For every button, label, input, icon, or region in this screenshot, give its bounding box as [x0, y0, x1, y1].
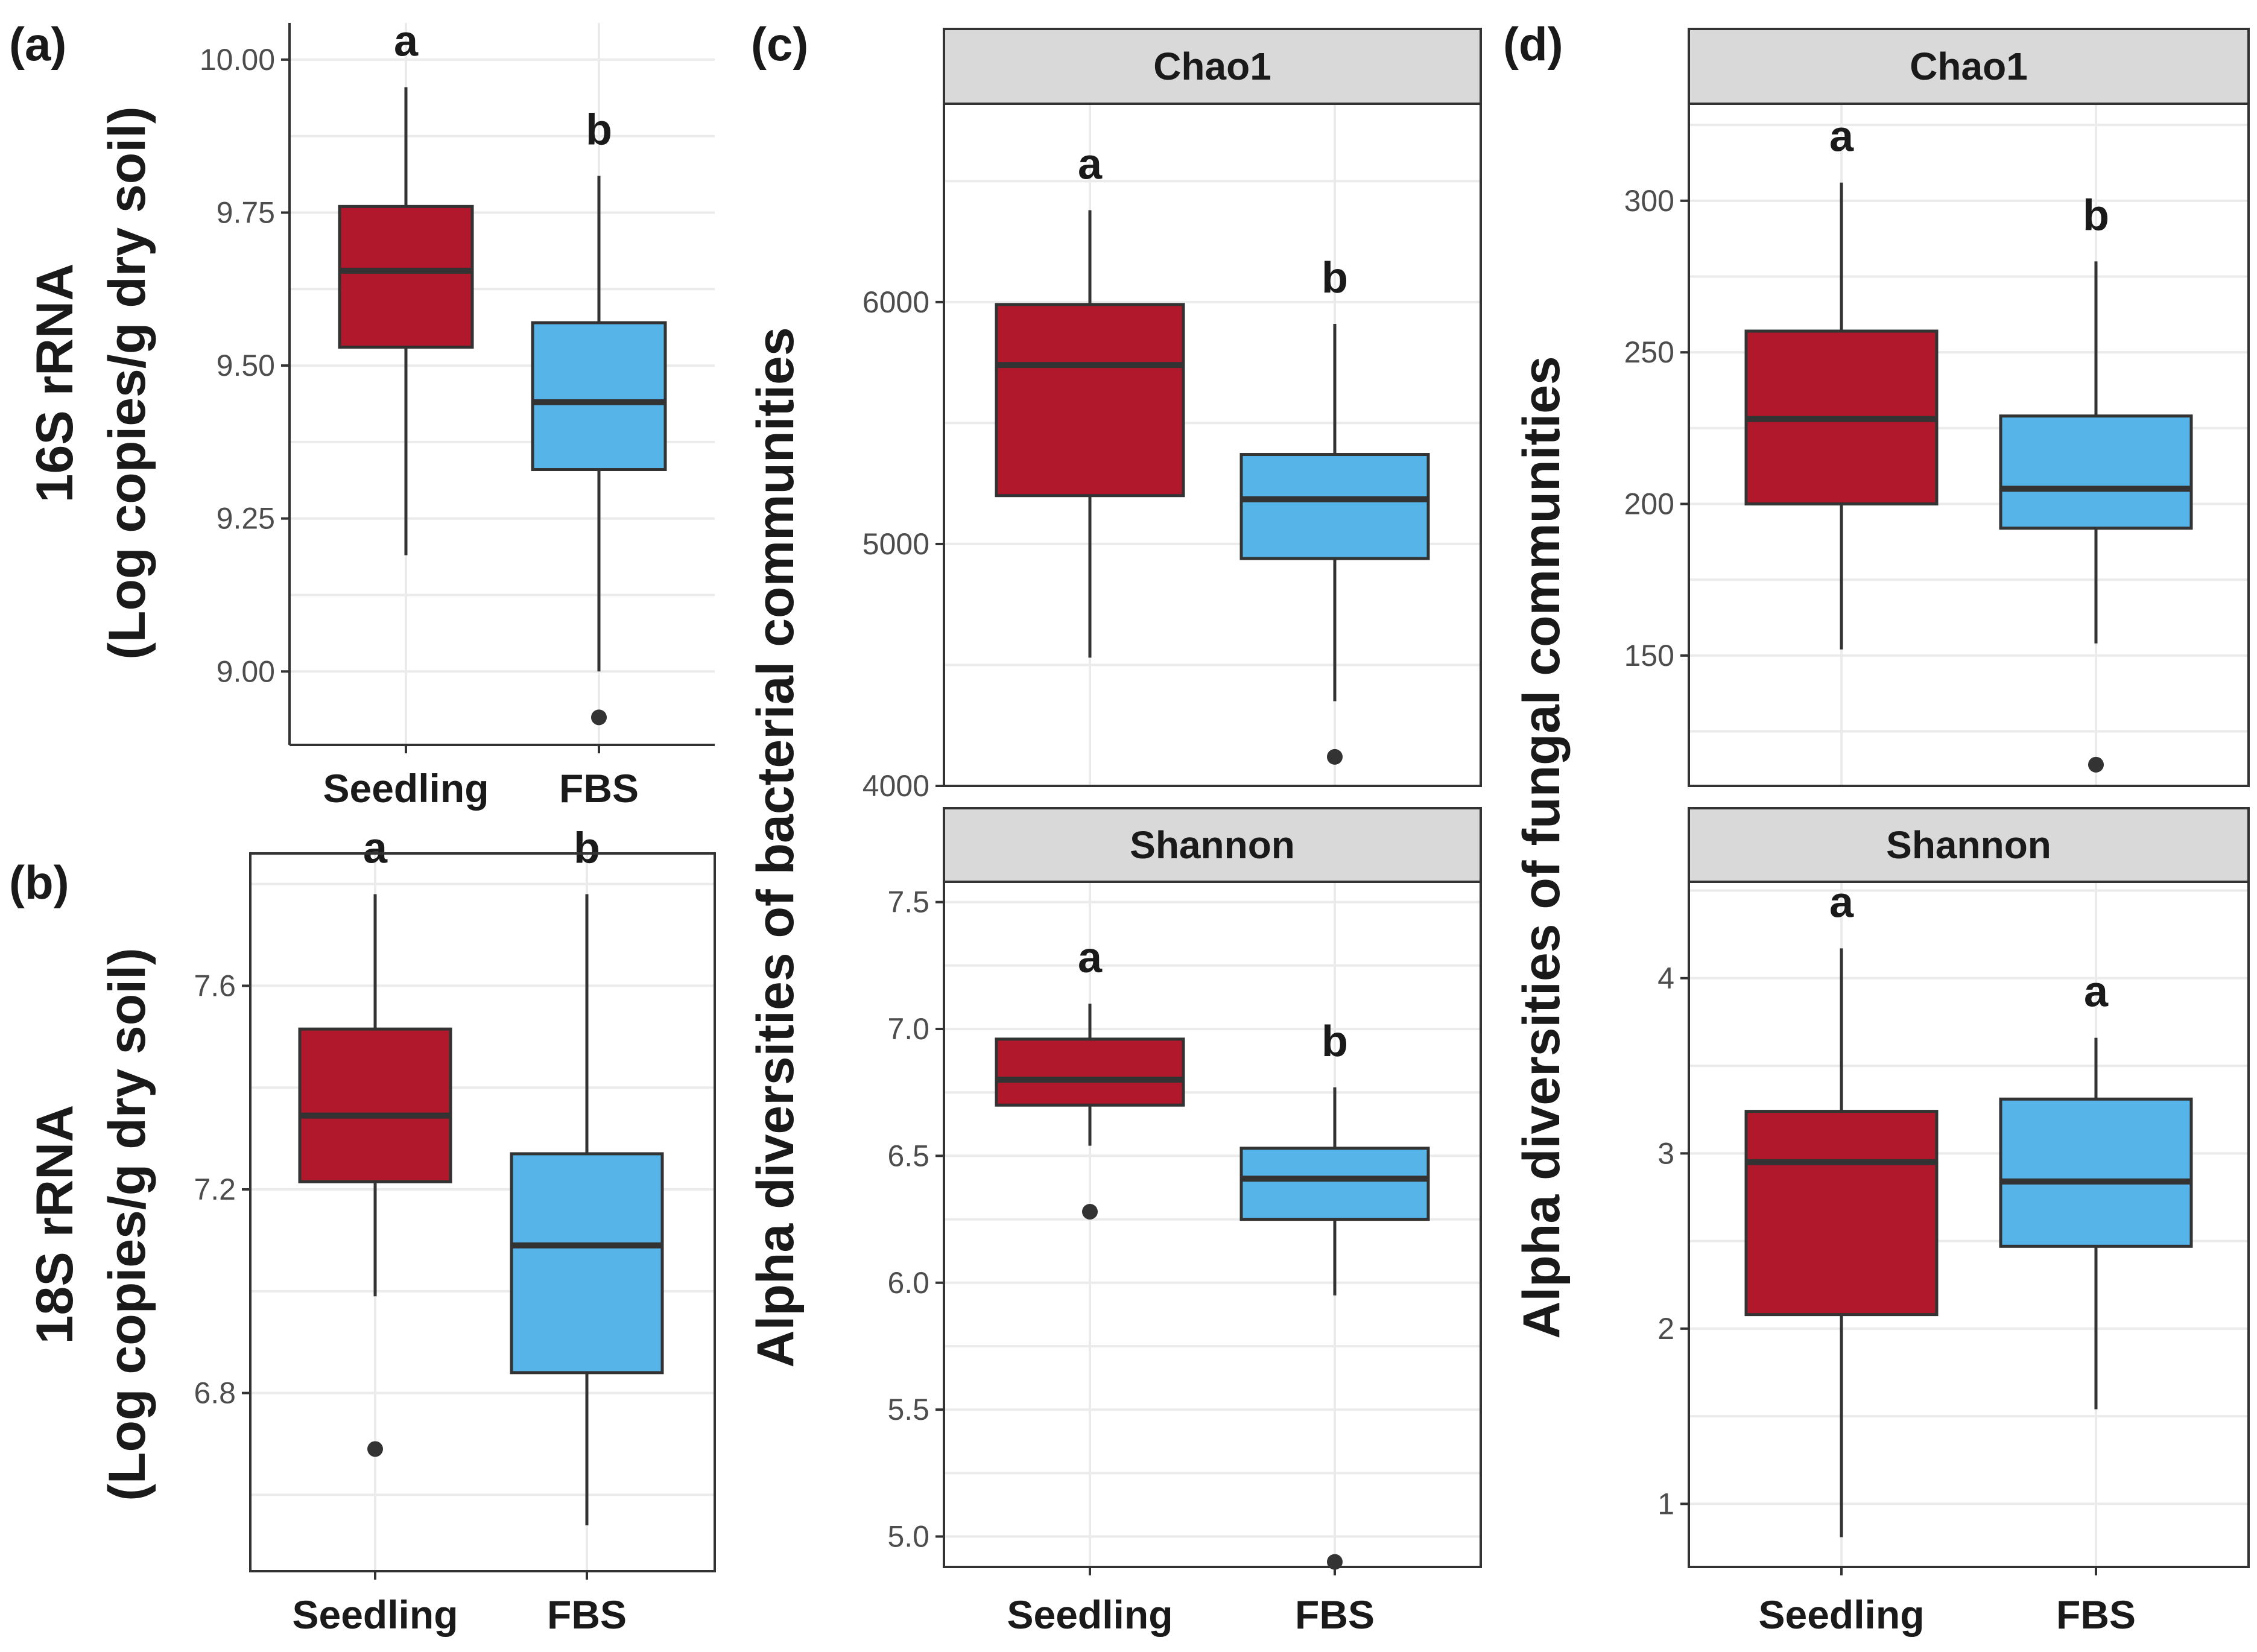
panel-border-d-shannon	[1688, 881, 2250, 1568]
panel-d-chao1: Chao1 150 200 250 300 a b	[1624, 28, 2250, 787]
outlier-point	[367, 1441, 383, 1457]
significance-letter-Seedling: a	[1078, 934, 1103, 982]
significance-letter-FBS: b	[574, 824, 600, 873]
ytick-label-d-shannon: 4	[1657, 961, 1674, 995]
ytick-label-d-shannon: 2	[1657, 1312, 1674, 1346]
ytick-label-b: 7.2	[194, 1173, 236, 1206]
outlier-point	[1082, 1203, 1098, 1220]
panel-b: 6.8 7.2 7.6 a Seedling b FBS	[194, 824, 716, 1637]
outlier-point	[591, 709, 607, 726]
strip-label-d-shannon: Shannon	[1886, 823, 2051, 867]
ylabel-b-line2: (Log copies/g dry soil)	[98, 948, 156, 1501]
ytick-label-c-shannon: 5.5	[887, 1393, 929, 1426]
outlier-point	[2088, 756, 2104, 773]
category-label-FBS: FBS	[547, 1592, 627, 1637]
panel-border-b	[249, 852, 716, 1572]
ytick-label-c-chao1: 6000	[863, 285, 929, 319]
ytick-label-c-shannon: 7.5	[887, 885, 929, 919]
significance-letter-FBS: a	[2084, 968, 2109, 1016]
ytick-label-d-shannon: 1	[1657, 1487, 1674, 1521]
ytick-label-c-shannon: 7.0	[887, 1012, 929, 1046]
category-label-FBS: FBS	[1295, 1592, 1375, 1637]
ytick-label-b: 6.8	[194, 1376, 236, 1410]
ytick-label-a: 10.00	[200, 43, 275, 77]
strip-d-shannon	[1688, 807, 2250, 883]
category-label-Seedling: Seedling	[1007, 1592, 1173, 1637]
ytick-label-c-chao1: 4000	[863, 769, 929, 803]
panel-label-a: (a)	[9, 17, 66, 71]
strip-c-chao1	[943, 28, 1482, 105]
ylabel-b-line1: 18S rRNA	[26, 1105, 84, 1344]
ytick-label-a: 9.75	[217, 195, 275, 229]
ylabel-a-line2: (Log copies/g dry soil)	[98, 106, 156, 659]
category-label-Seedling: Seedling	[292, 1592, 458, 1637]
ytick-label-d-chao1: 200	[1624, 487, 1674, 521]
strip-d-chao1	[1688, 28, 2250, 105]
box-Seedling	[995, 1037, 1185, 1107]
significance-letter-FBS: b	[586, 106, 612, 154]
box-FBS	[1999, 414, 2193, 530]
box-FBS	[1999, 1097, 2193, 1248]
box-Seedling	[338, 204, 474, 349]
ytick-label-d-chao1: 250	[1624, 335, 1674, 369]
significance-letter-Seedling: a	[394, 17, 419, 66]
box-FBS	[1239, 453, 1430, 560]
ytick-label-d-chao1: 300	[1624, 184, 1674, 218]
panel-border-c-shannon	[943, 881, 1482, 1568]
ylabel-a-line1: 16S rRNA	[26, 264, 84, 503]
panel-border-d-chao1	[1688, 103, 2250, 787]
ytick-label-a: 9.50	[217, 349, 275, 382]
ytick-label-c-shannon: 6.5	[887, 1139, 929, 1173]
box-Seedling	[995, 303, 1185, 498]
ytick-label-d-shannon: 3	[1657, 1136, 1674, 1170]
ytick-label-b: 7.6	[194, 969, 236, 1002]
outlier-point	[1327, 748, 1343, 765]
category-label-FBS: FBS	[559, 766, 639, 811]
ytick-label-d-chao1: 150	[1624, 639, 1674, 673]
panel-c-shannon: Shannon 5.0 5.5 6.0 6.5 7.0 7.5 a Seedling b FBS	[887, 807, 1482, 1637]
panel-d-shannon: Shannon 1 2 3 4 a Seedling a FBS	[1657, 807, 2250, 1637]
box-Seedling	[1744, 1110, 1939, 1317]
strip-label-c-chao1: Chao1	[1153, 45, 1271, 88]
significance-letter-Seedling: a	[363, 824, 388, 873]
panel-label-b: (b)	[9, 856, 69, 909]
strip-label-d-chao1: Chao1	[1910, 45, 2028, 88]
significance-letter-FBS: b	[1322, 254, 1348, 302]
ytick-label-c-shannon: 5.0	[887, 1520, 929, 1554]
ytick-label-c-chao1: 5000	[863, 527, 929, 561]
significance-letter-FBS: b	[2083, 191, 2109, 239]
strip-label-c-shannon: Shannon	[1130, 823, 1295, 867]
ytick-label-a: 9.25	[217, 502, 275, 536]
panel-label-d: (d)	[1503, 17, 1563, 71]
ylabel-c: Alpha diversities of bacterial communiti…	[747, 327, 805, 1367]
panel-label-c: (c)	[751, 17, 808, 71]
significance-letter-FBS: b	[1322, 1017, 1348, 1066]
significance-letter-Seedling: a	[1829, 113, 1854, 161]
box-FBS	[510, 1152, 664, 1375]
category-label-FBS: FBS	[2056, 1592, 2136, 1637]
significance-letter-Seedling: a	[1829, 878, 1854, 926]
ytick-label-a: 9.00	[217, 654, 275, 688]
significance-letter-Seedling: a	[1078, 140, 1103, 188]
strip-c-shannon	[943, 807, 1482, 883]
panel-c-chao1: Chao1 4000 5000 6000 a b	[863, 28, 1482, 803]
panel-a: 9.00 9.25 9.50 9.75 10.00 a Seedling b FBS	[200, 17, 715, 811]
panel-border-c-chao1	[943, 103, 1482, 787]
category-label-Seedling: Seedling	[323, 766, 489, 811]
ytick-label-c-shannon: 6.0	[887, 1266, 929, 1300]
box-FBS	[531, 321, 667, 472]
category-label-Seedling: Seedling	[1758, 1592, 1924, 1637]
box-FBS	[1239, 1147, 1430, 1221]
ylabel-d: Alpha diversities of fungal communities	[1513, 356, 1571, 1339]
box-Seedling	[298, 1027, 452, 1183]
